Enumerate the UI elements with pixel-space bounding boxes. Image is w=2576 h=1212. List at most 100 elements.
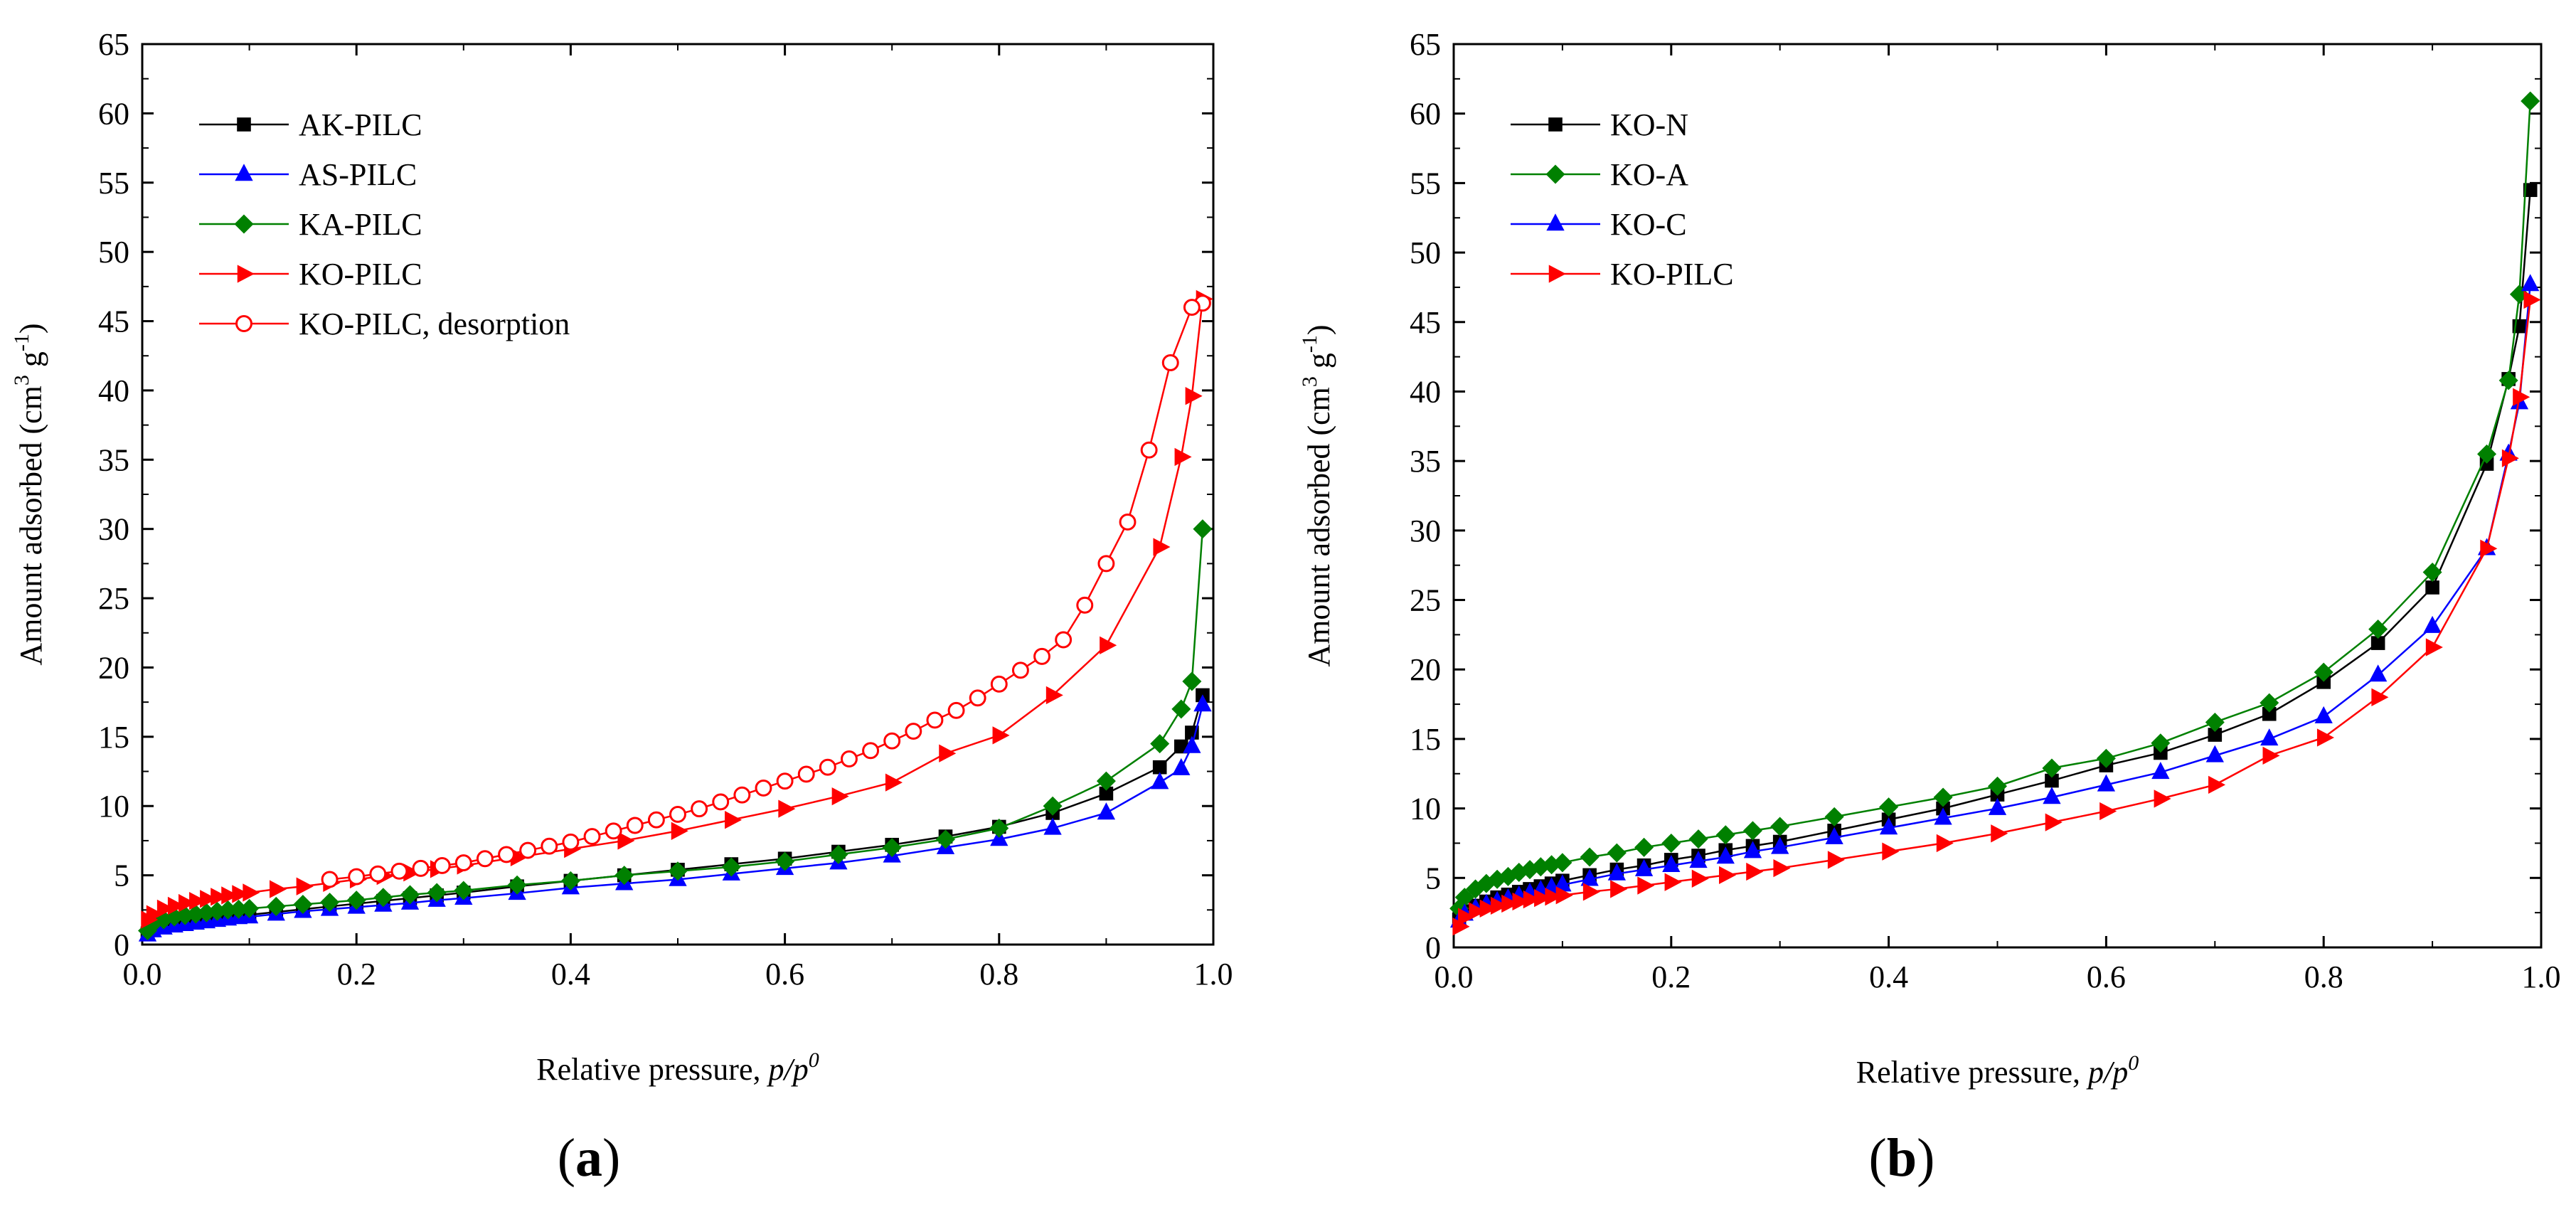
y-tick-label: 20 xyxy=(1410,652,1441,687)
x-tick-label: 0.6 xyxy=(2087,960,2126,994)
data-point xyxy=(211,888,228,906)
data-point xyxy=(1534,888,1552,908)
data-point xyxy=(2523,290,2541,309)
data-point xyxy=(776,772,794,790)
legend-label: KA-PILC xyxy=(299,207,422,242)
data-point xyxy=(990,675,1008,693)
data-point xyxy=(373,888,393,908)
data-point xyxy=(989,818,1009,838)
y-tick-label: 55 xyxy=(98,166,129,201)
data-point xyxy=(1458,908,1476,926)
data-point xyxy=(454,854,472,872)
data-point xyxy=(476,850,494,868)
data-point xyxy=(885,773,903,792)
data-point xyxy=(412,859,430,877)
data-point xyxy=(1555,886,1573,905)
data-point xyxy=(1991,824,2008,843)
data-point xyxy=(2368,620,2388,639)
y-tick-label: 35 xyxy=(1410,444,1441,479)
legend-label: KO-N xyxy=(1610,107,1688,142)
data-point xyxy=(778,799,796,818)
x-tick-label: 0.4 xyxy=(551,957,590,992)
data-point xyxy=(560,871,580,891)
data-point xyxy=(1716,846,1735,864)
series-ko-pilc xyxy=(141,289,1213,929)
data-point xyxy=(1097,555,1115,573)
data-point xyxy=(433,857,451,874)
legend-label: KO-PILC xyxy=(299,257,422,292)
data-point xyxy=(1688,829,1708,849)
data-point xyxy=(2513,388,2530,406)
data-point xyxy=(2423,615,2442,633)
y-tick-label: 50 xyxy=(1410,235,1441,270)
data-point xyxy=(1746,862,1764,881)
data-point xyxy=(1987,776,2008,796)
data-point xyxy=(841,750,858,767)
data-point xyxy=(1936,834,1954,853)
data-point xyxy=(1661,833,1681,853)
data-point xyxy=(1011,661,1029,679)
legend-label: KO-C xyxy=(1610,207,1687,242)
data-point xyxy=(1490,896,1508,915)
data-point xyxy=(232,885,250,903)
x-axis-ticks: 0.0 0.2 0.4 0.6 0.8 1.0 xyxy=(123,44,1233,992)
caption-a-letter: a xyxy=(575,1128,602,1188)
caption-b-letter: b xyxy=(1886,1128,1917,1188)
data-point xyxy=(400,885,420,905)
data-point xyxy=(1773,859,1791,878)
data-point xyxy=(498,846,515,863)
x-tick-label: 0.2 xyxy=(337,957,376,992)
data-point xyxy=(1607,843,1627,863)
data-point xyxy=(829,844,848,864)
x-tick-label: 0.4 xyxy=(1869,960,1908,994)
legend-label: KO-A xyxy=(1610,157,1688,192)
data-point xyxy=(2498,371,2518,390)
data-point xyxy=(1933,787,1953,807)
y-tick-label: 35 xyxy=(98,442,129,477)
data-point xyxy=(1150,734,1170,754)
data-point xyxy=(755,779,772,797)
y-axis-title: Amount adsorbed (cm3 g-1) xyxy=(1298,324,1336,666)
data-point xyxy=(1097,802,1116,820)
data-point xyxy=(1183,735,1201,753)
data-point xyxy=(2262,746,2280,765)
data-point xyxy=(2521,274,2540,292)
data-point xyxy=(733,786,751,804)
data-point xyxy=(2096,748,2116,768)
data-point xyxy=(1182,671,1202,691)
data-point xyxy=(2205,745,2224,762)
data-point xyxy=(507,875,527,895)
y-tick-label: 0 xyxy=(1425,930,1441,965)
data-point xyxy=(2501,449,2519,467)
data-point xyxy=(1879,797,1899,817)
data-point xyxy=(541,837,558,855)
data-point xyxy=(721,857,741,877)
data-point xyxy=(1140,441,1158,459)
y-tick-label: 55 xyxy=(1410,166,1441,201)
legend-marker xyxy=(234,214,254,234)
data-point xyxy=(2422,562,2442,582)
x-tick-label: 1.0 xyxy=(1194,957,1233,992)
data-point xyxy=(939,744,957,762)
y-tick-label: 50 xyxy=(98,235,129,270)
data-point xyxy=(1553,853,1572,873)
data-point xyxy=(189,891,207,910)
data-point xyxy=(883,732,901,750)
data-point xyxy=(1469,902,1486,920)
data-point xyxy=(1185,387,1203,405)
y-axis-ticks: 0 5 10 15 20 25 30 35 40 45 50 55 60 65 xyxy=(98,27,1213,962)
data-point xyxy=(1100,636,1117,654)
chart-panel-a: 0 5 10 15 20 25 30 35 40 45 50 55 60 65 0.0 0.2 0.4 0.6 0.… xyxy=(10,27,1233,1087)
data-point xyxy=(669,805,686,823)
legend-label: KO-PILC xyxy=(1610,257,1734,292)
data-point xyxy=(1827,851,1845,869)
data-point xyxy=(1719,866,1737,885)
data-point xyxy=(671,822,688,840)
data-point xyxy=(146,905,164,923)
data-point xyxy=(1689,851,1708,868)
legend-marker xyxy=(235,164,253,181)
data-point xyxy=(1742,821,1762,841)
series-ka-pilc xyxy=(138,519,1213,941)
data-point xyxy=(240,898,260,918)
data-point xyxy=(947,701,965,719)
